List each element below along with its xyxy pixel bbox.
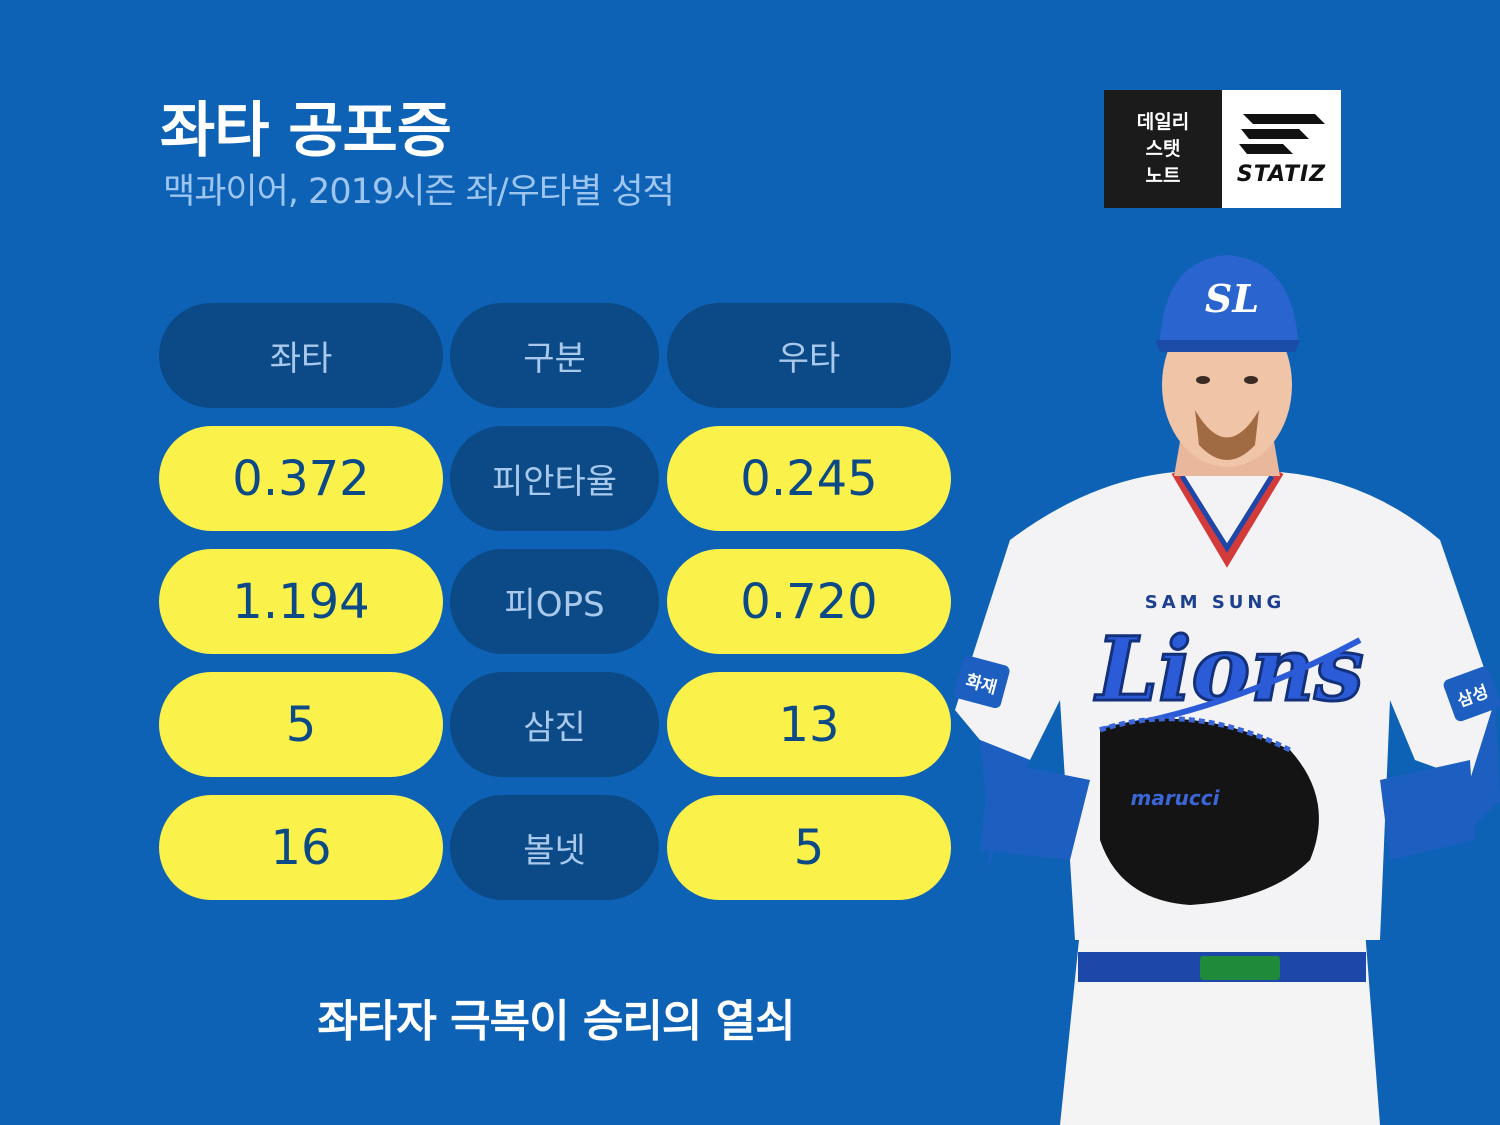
stat-label: 삼진 [450, 672, 659, 777]
table-row: 0.372 피안타율 0.245 [159, 426, 951, 531]
page-subtitle: 맥과이어, 2019시즌 좌/우타별 성적 [163, 172, 675, 212]
jersey-lions-script: Lions [1093, 617, 1364, 721]
baseball-glove [1100, 718, 1319, 905]
jersey-sam-sung: SAM SUNG [1145, 592, 1286, 613]
player-cap [1160, 255, 1298, 340]
logo-line-1: 데일리 [1136, 110, 1190, 133]
table-row: 1.194 피OPS 0.720 [159, 549, 951, 654]
cap-logo: SL [1205, 276, 1259, 321]
header-right-batter: 우타 [667, 303, 951, 408]
logo-line-2: 스탯 [1145, 137, 1181, 160]
left-value: 0.372 [159, 426, 443, 531]
statiz-wordmark: STATIZ [1236, 161, 1327, 187]
table-row: 16 볼넷 5 [159, 795, 951, 900]
left-value: 1.194 [159, 549, 443, 654]
right-value: 0.720 [667, 549, 951, 654]
footer-caption: 좌타자 극복이 승리의 열쇠 [317, 996, 795, 1047]
stat-label: 피OPS [450, 549, 659, 654]
logo-line-3: 노트 [1145, 164, 1181, 187]
left-value: 5 [159, 672, 443, 777]
right-sleeve-patch: 삼성 [1443, 666, 1500, 722]
statiz-brand-box: STATIZ [1222, 90, 1341, 208]
player-photo: 화재 삼성 SAM SUNG Lions marucci SL [954, 255, 1500, 1125]
right-value: 0.245 [667, 426, 951, 531]
statiz-logo: 데일리 스탯 노트 STATIZ [1104, 90, 1341, 208]
page-title: 좌타 공포증 [160, 96, 452, 166]
left-sleeve-patch: 화재 [954, 655, 1010, 709]
stat-label: 볼넷 [450, 795, 659, 900]
daily-stat-note-badge: 데일리 스탯 노트 [1104, 90, 1222, 208]
statiz-stripes-icon [1238, 113, 1325, 154]
stat-label: 피안타율 [450, 426, 659, 531]
header-left-batter: 좌타 [159, 303, 443, 408]
table-row: 5 삼진 13 [159, 672, 951, 777]
right-value: 13 [667, 672, 951, 777]
player-jersey [955, 472, 1495, 940]
header-category: 구분 [450, 303, 659, 408]
left-value: 16 [159, 795, 443, 900]
table-header-row: 좌타 구분 우타 [159, 303, 951, 408]
right-value: 5 [667, 795, 951, 900]
glove-brand: marucci [1130, 786, 1220, 810]
